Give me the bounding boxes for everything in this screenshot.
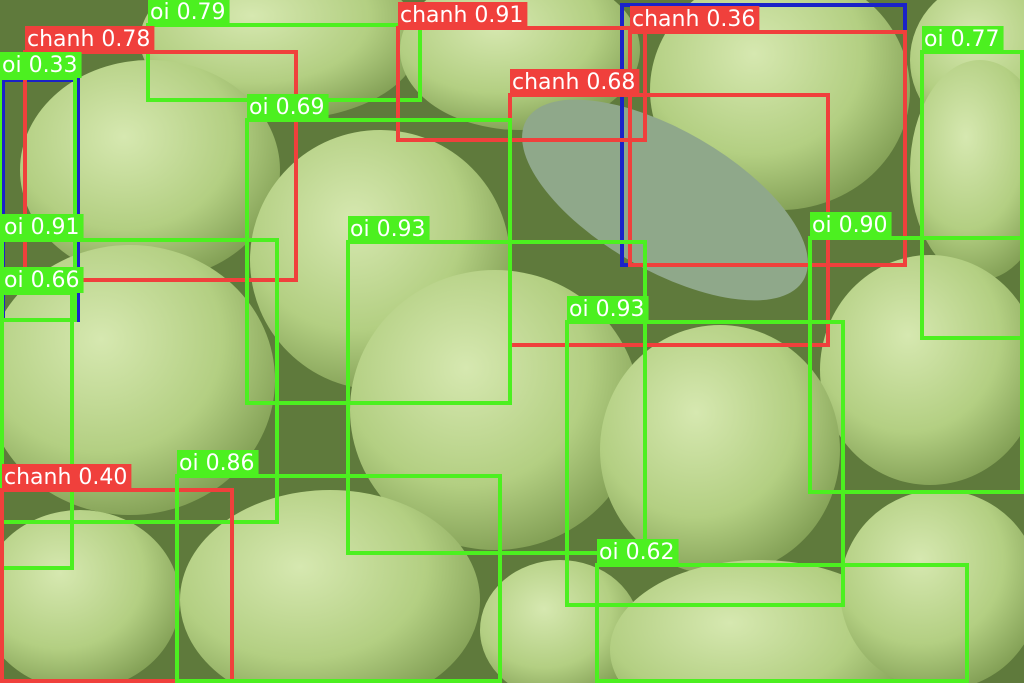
label-background (567, 296, 649, 322)
label-background (25, 26, 155, 52)
bounding-box (565, 320, 845, 607)
bounding-box (346, 240, 647, 555)
detection-label: chanh 0.36 (632, 7, 755, 32)
bounding-box (628, 30, 907, 267)
label-background (510, 69, 640, 95)
detection-label: oi 0.77 (924, 27, 1000, 52)
detection-label: chanh 0.68 (512, 70, 635, 95)
detection-label: chanh 0.78 (27, 27, 150, 52)
label-background (247, 94, 329, 120)
label-background (2, 464, 132, 490)
bounding-box (595, 563, 969, 683)
bounding-box (23, 50, 298, 282)
detection-label: oi 0.91 (4, 215, 80, 240)
label-background (348, 216, 430, 242)
detection-label: oi 0.69 (249, 95, 325, 120)
bounding-box (245, 118, 512, 405)
detection-label: oi 0.66 (4, 268, 80, 293)
label-background (0, 52, 82, 78)
label-background (2, 214, 84, 240)
bounding-box (808, 236, 1024, 494)
detection-label: oi 0.86 (179, 451, 255, 476)
detection-label: oi 0.93 (569, 297, 645, 322)
detection-label: oi 0.62 (599, 540, 675, 565)
label-background (398, 2, 528, 28)
label-background (597, 539, 679, 565)
label-background (810, 212, 892, 238)
detection-label: oi 0.90 (812, 213, 888, 238)
detection-label: oi 0.79 (150, 0, 226, 25)
detection-label: chanh 0.40 (4, 465, 127, 490)
label-background (922, 26, 1004, 52)
label-background (2, 267, 84, 293)
label-background (177, 450, 259, 476)
detection-label: oi 0.33 (2, 53, 78, 78)
detection-label: oi 0.93 (350, 217, 426, 242)
detection-label: chanh 0.91 (400, 3, 523, 28)
label-background (630, 6, 760, 32)
bounding-box (175, 474, 502, 683)
label-background (148, 0, 230, 25)
